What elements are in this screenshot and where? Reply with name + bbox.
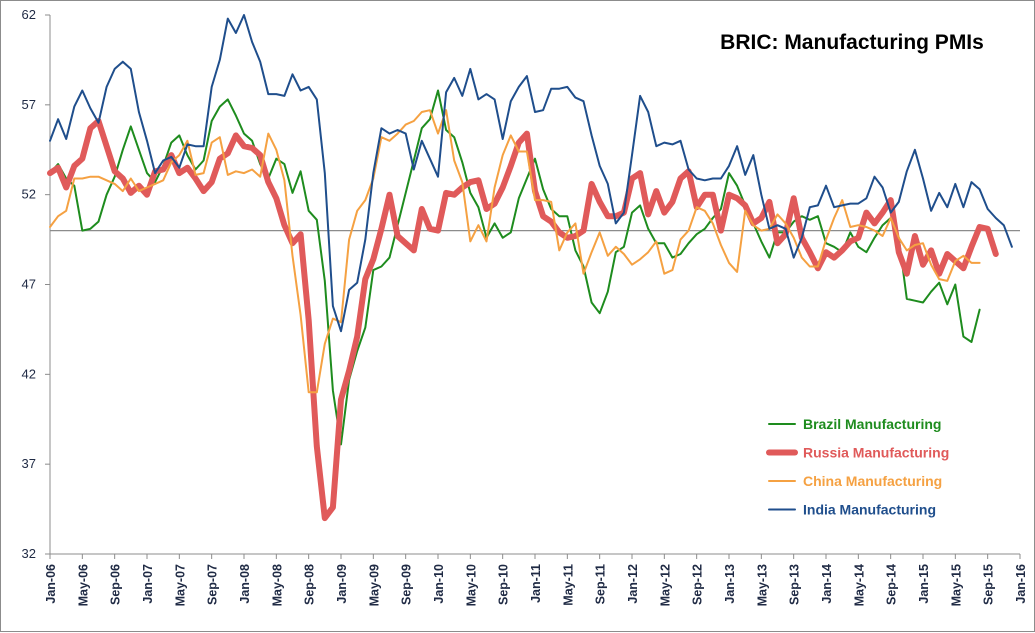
x-tick-label: Jan-12 xyxy=(626,564,640,604)
legend-label: Russia Manufacturing xyxy=(803,445,949,461)
x-tick-label: Sep-12 xyxy=(691,564,705,605)
x-tick-label: May-08 xyxy=(270,564,284,606)
x-tick-label: May-10 xyxy=(464,564,478,606)
x-tick-label: Jan-15 xyxy=(917,564,931,604)
legend-label: India Manufacturing xyxy=(803,502,936,518)
x-tick-label: May-09 xyxy=(367,564,381,606)
x-tick-label: May-14 xyxy=(852,564,866,606)
x-tick-label: Jan-06 xyxy=(44,564,58,604)
x-tick-label: May-15 xyxy=(949,564,963,606)
x-tick-label: Sep-09 xyxy=(400,564,414,605)
x-tick-label: Jan-16 xyxy=(1014,564,1028,604)
series-line-india-manufacturing xyxy=(49,14,1013,333)
x-tick-label: Jan-11 xyxy=(529,564,543,603)
series-line-china-manufacturing xyxy=(49,109,981,394)
x-tick-label: Sep-13 xyxy=(788,564,802,605)
y-tick-label: 37 xyxy=(22,456,36,471)
series-layer xyxy=(47,14,1013,522)
x-tick-label: Sep-14 xyxy=(885,564,899,605)
x-tick-label: Sep-06 xyxy=(109,564,123,605)
series-line-brazil-manufacturing xyxy=(49,89,981,446)
series-line-russia-manufacturing xyxy=(47,118,999,522)
x-tick-label: Sep-08 xyxy=(303,564,317,605)
y-tick-label: 42 xyxy=(22,366,36,381)
x-tick-label: Sep-15 xyxy=(982,564,996,605)
x-tick-label: Jan-14 xyxy=(820,564,834,604)
x-tick-label: May-13 xyxy=(755,564,769,606)
y-tick-label: 32 xyxy=(22,546,36,561)
x-tick-label: Jan-13 xyxy=(723,564,737,604)
x-tick-label: May-07 xyxy=(173,564,187,606)
legend: Brazil Manufacturing Russia Manufacturing… xyxy=(766,416,949,518)
y-tick-label: 47 xyxy=(22,277,36,292)
y-tick-label: 62 xyxy=(22,7,36,22)
y-tick-label: 52 xyxy=(22,187,36,202)
x-tick-label: May-06 xyxy=(76,564,90,606)
x-tick-label: May-11 xyxy=(561,564,575,606)
x-tick-label: Jan-10 xyxy=(432,564,446,604)
y-tick-label: 57 xyxy=(22,97,36,112)
x-tick-label: Jan-08 xyxy=(238,564,252,604)
legend-label: Brazil Manufacturing xyxy=(803,416,941,432)
y-axis: 32 37 42 47 52 57 62 xyxy=(22,7,51,561)
x-tick-label: Jan-07 xyxy=(141,564,155,604)
x-axis: Jan-06 May-06 Sep-06 Jan-07 May-07 Sep-07 Jan-… xyxy=(44,553,1028,606)
x-tick-label: Sep-10 xyxy=(497,564,511,605)
x-tick-label: May-12 xyxy=(658,564,672,606)
x-tick-label: Sep-11 xyxy=(594,564,608,604)
x-tick-label: Jan-09 xyxy=(335,564,349,604)
legend-label: China Manufacturing xyxy=(803,473,942,489)
x-tick-label: Sep-07 xyxy=(206,564,220,605)
chart-title: BRIC: Manufacturing PMIs xyxy=(720,31,984,54)
